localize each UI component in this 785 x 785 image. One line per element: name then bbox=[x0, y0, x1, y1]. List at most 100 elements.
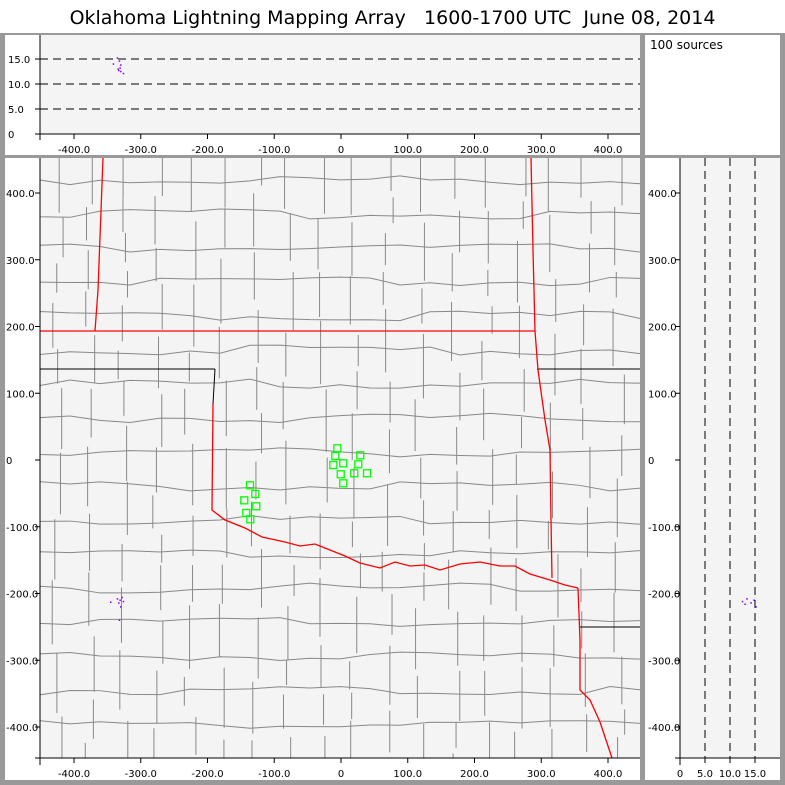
county-line bbox=[39, 582, 641, 594]
y-tick-label: 100.0 bbox=[648, 389, 677, 400]
lma-station bbox=[336, 470, 345, 479]
source-point bbox=[120, 606, 122, 608]
lma-station bbox=[252, 502, 261, 511]
county-line bbox=[39, 243, 641, 253]
source-point bbox=[121, 596, 123, 599]
county-line bbox=[39, 208, 641, 220]
county-line bbox=[39, 617, 641, 627]
county-line bbox=[39, 344, 641, 356]
source-point bbox=[117, 68, 119, 70]
county-line bbox=[39, 515, 641, 525]
x-tick-label: 0 bbox=[338, 769, 344, 780]
county-line bbox=[39, 720, 641, 729]
info-panel bbox=[645, 35, 780, 155]
source-point bbox=[746, 598, 748, 600]
figure-title: Oklahoma Lightning Mapping Array 1600-17… bbox=[0, 0, 785, 33]
x-tick-label: 400.0 bbox=[594, 145, 623, 156]
source-point bbox=[118, 602, 120, 604]
county-line bbox=[39, 276, 641, 287]
county-line bbox=[39, 686, 641, 696]
source-point bbox=[116, 598, 119, 600]
x-tick-label: 15.0 bbox=[744, 769, 766, 780]
y-tick-label: 200.0 bbox=[6, 323, 35, 334]
x-tick-label: -400.0 bbox=[58, 769, 90, 780]
y-tick-label: 10.0 bbox=[8, 80, 30, 91]
y-tick-label: 15.0 bbox=[8, 55, 30, 66]
x-tick-label: -300.0 bbox=[125, 145, 157, 156]
source-point bbox=[118, 60, 121, 62]
y-tick-label: 0 bbox=[8, 130, 14, 141]
county-line bbox=[39, 447, 641, 458]
lma-station bbox=[240, 496, 249, 505]
source-point bbox=[122, 600, 125, 603]
county-line bbox=[39, 175, 641, 186]
x-tick-label: -200.0 bbox=[191, 769, 223, 780]
y-tick-label: 100.0 bbox=[6, 389, 35, 400]
lma-station bbox=[245, 481, 255, 490]
county-line bbox=[39, 412, 641, 424]
source-point bbox=[118, 69, 120, 72]
source-point bbox=[119, 599, 121, 601]
y-tick-label: 0 bbox=[6, 456, 12, 467]
state-border-red bbox=[94, 157, 104, 332]
source-point bbox=[120, 64, 122, 66]
source-point bbox=[120, 70, 122, 73]
lma-station bbox=[331, 451, 340, 461]
lma-station bbox=[339, 459, 348, 468]
x-tick-label: 0 bbox=[677, 769, 683, 780]
source-point bbox=[118, 619, 121, 621]
source-point bbox=[753, 599, 755, 601]
state-border bbox=[212, 368, 216, 405]
y-tick-label: 300.0 bbox=[6, 256, 35, 267]
x-tick-label: 300.0 bbox=[527, 769, 556, 780]
y-tick-label: -300.0 bbox=[648, 656, 680, 667]
y-tick-label: -100.0 bbox=[6, 523, 38, 534]
county-line bbox=[39, 481, 641, 492]
lma-station bbox=[354, 460, 363, 469]
county-line bbox=[39, 549, 641, 559]
x-tick-label: 5.0 bbox=[697, 769, 713, 780]
state-border-red bbox=[211, 403, 579, 589]
x-tick-label: 0 bbox=[338, 145, 344, 156]
x-tick-label: 300.0 bbox=[527, 145, 556, 156]
x-tick-label: 10.0 bbox=[719, 769, 741, 780]
x-tick-label: -400.0 bbox=[58, 145, 90, 156]
lma-station bbox=[329, 460, 338, 470]
lma-station bbox=[251, 489, 260, 499]
county-line bbox=[39, 651, 641, 661]
map-plot-area bbox=[40, 158, 640, 758]
source-point bbox=[116, 57, 119, 59]
y-tick-label: -400.0 bbox=[648, 723, 680, 734]
lma-station bbox=[362, 469, 372, 478]
y-tick-label: 0 bbox=[648, 456, 654, 467]
x-tick-label: 200.0 bbox=[460, 145, 489, 156]
state-border-red bbox=[530, 157, 553, 579]
lma-station bbox=[339, 479, 348, 488]
source-point bbox=[741, 600, 744, 603]
y-tick-label: 300.0 bbox=[648, 256, 677, 267]
y-tick-label: 400.0 bbox=[648, 189, 677, 200]
source-point bbox=[755, 606, 757, 608]
x-tick-label: 100.0 bbox=[393, 769, 422, 780]
y-tick-label: -100.0 bbox=[648, 523, 680, 534]
y-tick-label: -300.0 bbox=[6, 656, 38, 667]
y-tick-label: -400.0 bbox=[6, 723, 38, 734]
lma-station bbox=[356, 451, 365, 460]
y-tick-label: 400.0 bbox=[6, 189, 35, 200]
x-tick-label: -300.0 bbox=[125, 769, 157, 780]
x-tick-label: -200.0 bbox=[191, 145, 223, 156]
state-border-red bbox=[577, 587, 613, 759]
x-tick-label: 400.0 bbox=[594, 769, 623, 780]
y-tick-label: -200.0 bbox=[648, 590, 680, 601]
source-count: 100 sources bbox=[650, 38, 723, 52]
x-tick-label: -100.0 bbox=[258, 769, 290, 780]
source-point bbox=[750, 602, 752, 604]
lma-station bbox=[333, 444, 342, 453]
source-point bbox=[122, 72, 125, 75]
x-tick-label: -100.0 bbox=[258, 145, 290, 156]
y-tick-label: 5.0 bbox=[8, 105, 24, 116]
y-tick-label: -200.0 bbox=[6, 590, 38, 601]
x-tick-label: 100.0 bbox=[393, 145, 422, 156]
